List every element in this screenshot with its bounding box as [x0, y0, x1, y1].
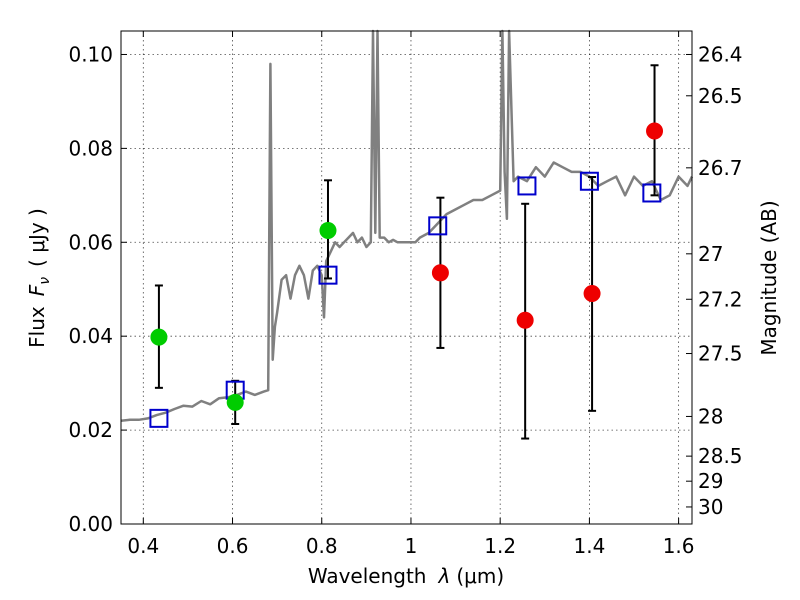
- x-tick-label: 1.6: [663, 534, 695, 558]
- x-tick-label: 0.8: [306, 534, 338, 558]
- right-tick-label: 29: [698, 469, 723, 493]
- data-markers: [149, 122, 664, 428]
- model-square-marker: [579, 171, 599, 191]
- spectrum-line: [120, 29, 694, 422]
- y-tick-label: 0.10: [68, 42, 113, 66]
- right-tick-label: 27.2: [698, 287, 743, 311]
- right-tick-label: 26.7: [698, 156, 743, 180]
- model-square-marker: [318, 265, 338, 285]
- right-tick-label: 26.4: [698, 42, 743, 66]
- red-point: [583, 284, 601, 302]
- right-tick-label: 26.5: [698, 84, 743, 108]
- x-tick-label: 0.4: [127, 534, 159, 558]
- y-tick-label: 0.00: [68, 512, 113, 536]
- axis-ticks: [121, 31, 692, 525]
- x-tick-label: 1.2: [484, 534, 516, 558]
- red-point: [646, 122, 664, 140]
- right-tick-label: 28.5: [698, 444, 743, 468]
- y-axis-label: FluxFν( μJy ): [25, 208, 53, 348]
- model-square-marker: [428, 216, 448, 236]
- red-point: [516, 311, 534, 329]
- y-tick-label: 0.06: [68, 230, 113, 254]
- right-tick-label: 30: [698, 495, 723, 519]
- right-axis-label: Magnitude (AB): [757, 200, 781, 355]
- y-tick-label: 0.08: [68, 136, 113, 160]
- model-square-marker: [517, 176, 537, 196]
- grid-lines: [121, 31, 692, 525]
- right-tick-label: 27.5: [698, 342, 743, 366]
- model-square-marker: [642, 183, 662, 203]
- tick-labels: 0.4 0.6 0.8 1 1.2 1.4 1.6 0.00 0.02 0.04 0.06 0.08 0…: [68, 42, 742, 558]
- spectrum-layer: [120, 29, 694, 422]
- model-square-marker: [149, 408, 169, 428]
- y-tick-label: 0.04: [68, 324, 113, 348]
- x-tick-label: 1: [405, 534, 418, 558]
- right-tick-label: 28: [698, 404, 723, 428]
- x-tick-label: 0.6: [217, 534, 249, 558]
- right-tick-label: 27: [698, 242, 723, 266]
- x-axis-label: Wavelength λ (μm): [308, 564, 504, 588]
- green-point: [226, 393, 244, 411]
- red-point: [431, 264, 449, 282]
- y-tick-label: 0.02: [68, 418, 113, 442]
- green-point: [150, 328, 168, 346]
- x-tick-label: 1.4: [573, 534, 605, 558]
- green-point: [319, 222, 337, 240]
- plot-frame: [120, 30, 693, 525]
